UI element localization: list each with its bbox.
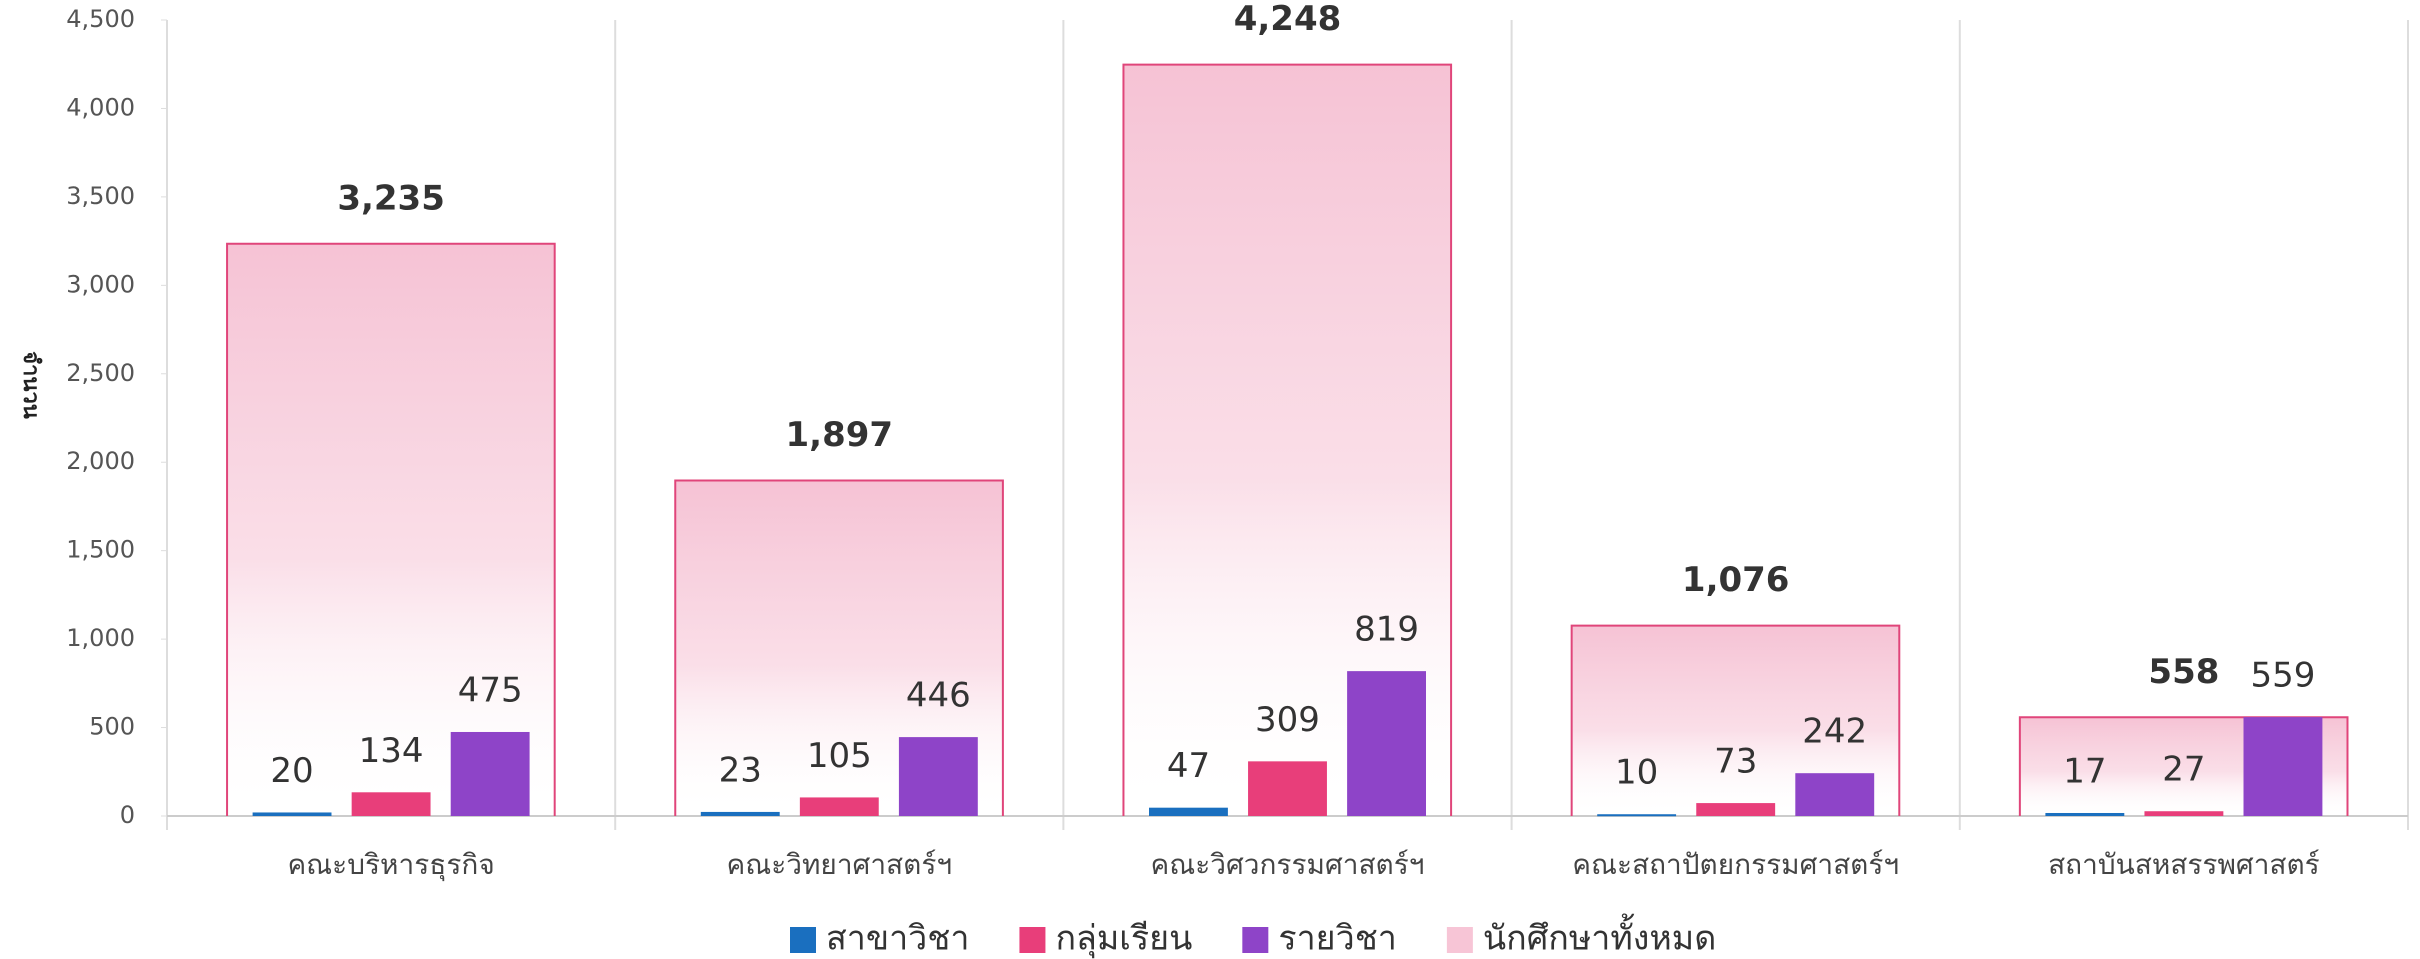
x-tick-label: คณะวิศวกรรมศาสตร์ฯ <box>1151 848 1425 881</box>
data-label: 242 <box>1802 712 1867 752</box>
data-label: 17 <box>2063 751 2106 791</box>
total-bar-outline <box>674 479 1004 816</box>
data-label: 819 <box>1354 610 1419 650</box>
data-label: 559 <box>2250 656 2315 696</box>
y-tick-label: 4,000 <box>66 93 135 121</box>
bar <box>252 812 332 816</box>
x-tick-label: คณะสถาปัตยกรรมศาสตร์ฯ <box>1572 848 1899 881</box>
bar <box>2243 717 2323 816</box>
bar <box>2045 812 2125 816</box>
legend-swatch <box>1446 927 1473 953</box>
data-label: 73 <box>1714 742 1757 782</box>
data-label-total: 4,248 <box>1234 0 1342 39</box>
x-tick-label: คณะวิทยาศาสตร์ฯ <box>727 848 953 881</box>
y-tick-label: 1,000 <box>66 624 135 652</box>
total-bar-outline <box>226 242 556 816</box>
total-bar-outline <box>2018 716 2349 816</box>
y-tick-label: 1,500 <box>66 536 135 564</box>
data-label-total: 1,897 <box>786 415 894 455</box>
legend-swatch <box>790 927 816 953</box>
bar <box>898 737 978 816</box>
y-tick-label: 500 <box>89 713 135 741</box>
data-label-total: 1,076 <box>1682 560 1790 600</box>
data-label: 27 <box>2162 750 2205 790</box>
data-label: 23 <box>719 750 762 790</box>
bar <box>351 792 431 816</box>
data-label-total: 3,235 <box>337 178 445 218</box>
y-tick-label: 4,500 <box>66 5 135 33</box>
data-label: 446 <box>906 676 971 716</box>
legend-swatch <box>1019 927 1046 953</box>
x-tick-label: สถาบันสหสรรพศาสตร์ <box>2048 848 2320 881</box>
legend-swatch <box>1242 927 1269 953</box>
total-bar-outline <box>1570 624 1901 816</box>
legend-label: สาขาวิชา <box>826 919 969 959</box>
bar <box>1795 773 1875 816</box>
y-tick-label: 2,500 <box>66 359 135 387</box>
total-bar <box>227 243 555 816</box>
data-label: 475 <box>458 670 523 710</box>
bar <box>1248 761 1327 816</box>
y-tick-label: 2,000 <box>66 447 135 475</box>
legend-label: รายวิชา <box>1278 919 1397 959</box>
bar <box>2144 811 2224 816</box>
data-label: 47 <box>1167 746 1210 786</box>
y-tick-label: 0 <box>120 801 135 829</box>
bar <box>1696 803 1776 816</box>
bar <box>700 811 780 816</box>
bar <box>1149 807 1228 816</box>
data-label: 309 <box>1255 700 1320 740</box>
data-label: 134 <box>359 731 424 771</box>
data-label-total: 558 <box>2148 652 2219 692</box>
data-label: 10 <box>1615 753 1658 793</box>
legend-label: กลุ่มเรียน <box>1055 919 1192 959</box>
total-bar-outline <box>1122 63 1453 816</box>
legend-label: นักศึกษาทั้งหมด <box>1483 914 1716 959</box>
data-label: 20 <box>270 751 313 791</box>
y-tick-label: 3,000 <box>66 270 135 298</box>
x-tick-label: คณะบริหารธุรกิจ <box>287 848 494 882</box>
y-tick-label: 3,500 <box>66 182 135 210</box>
bar <box>450 731 530 816</box>
bar <box>799 797 879 816</box>
bar <box>1597 814 1677 817</box>
data-label: 105 <box>807 736 872 776</box>
bar <box>1347 671 1426 816</box>
y-axis-label: จำนวน <box>18 351 43 419</box>
